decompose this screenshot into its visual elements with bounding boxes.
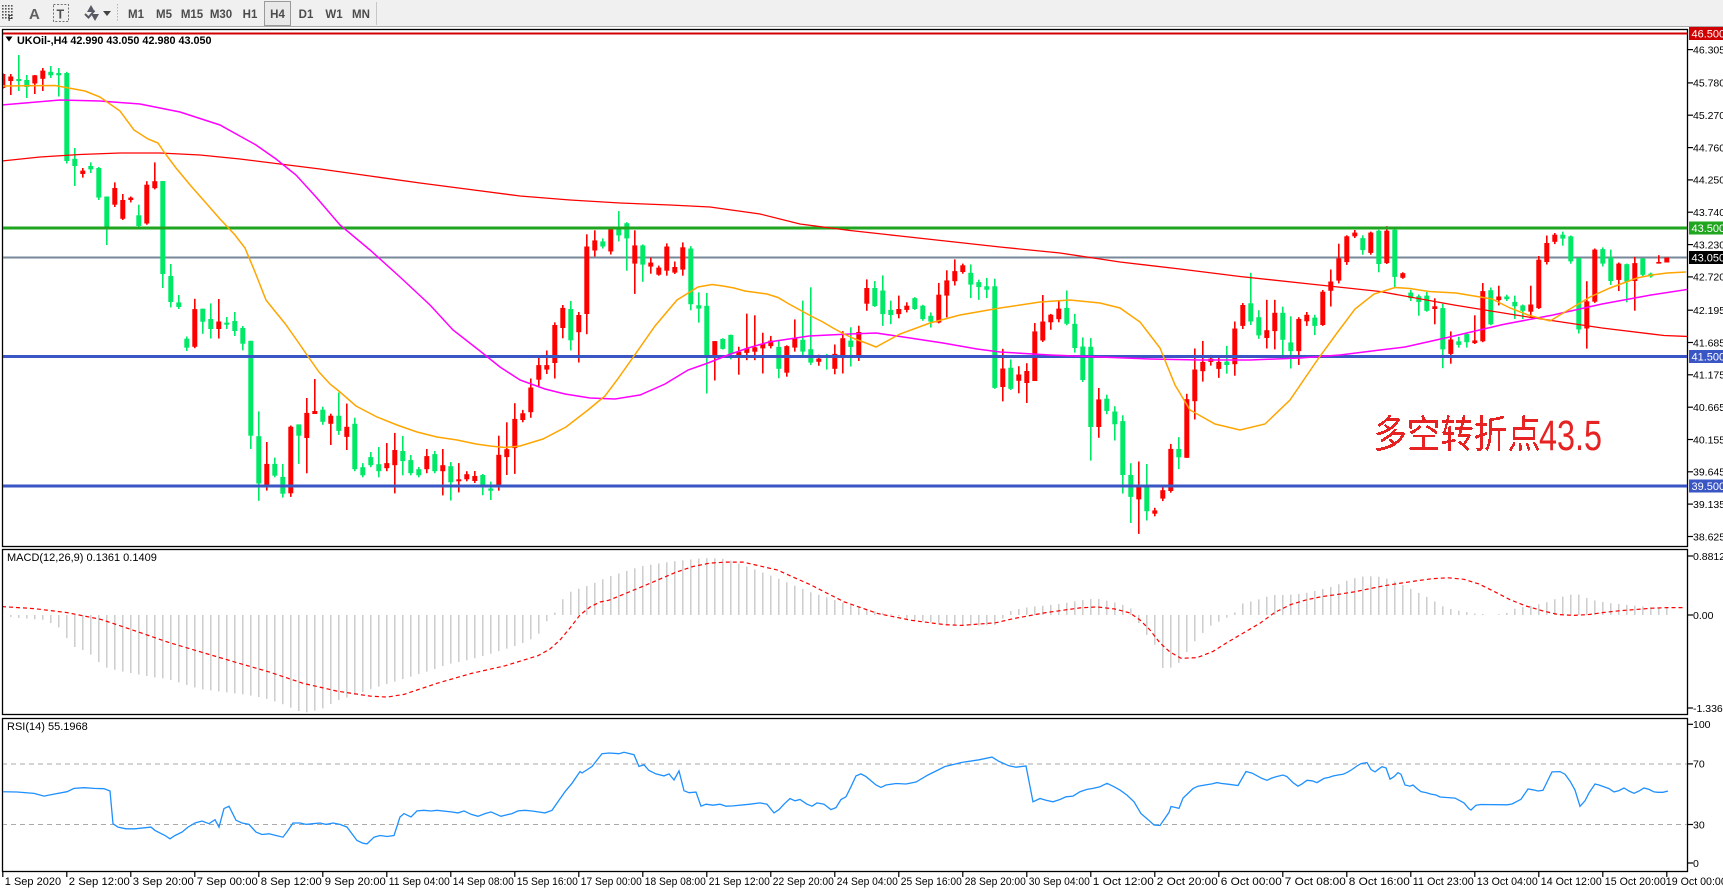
svg-text:25 Sep 16:00: 25 Sep 16:00	[901, 876, 962, 888]
svg-text:17 Sep 00:00: 17 Sep 00:00	[581, 876, 642, 888]
svg-text:H1: H1	[243, 9, 258, 21]
svg-text:M1: M1	[128, 9, 145, 21]
svg-text:70: 70	[1693, 759, 1705, 771]
svg-text:13 Oct 04:00: 13 Oct 04:00	[1477, 876, 1538, 888]
svg-text:30 Sep 04:00: 30 Sep 04:00	[1029, 876, 1090, 888]
svg-text:43.230: 43.230	[1693, 239, 1723, 251]
svg-text:42.720: 42.720	[1693, 272, 1723, 284]
svg-text:44.760: 44.760	[1693, 142, 1723, 154]
svg-text:40.155: 40.155	[1693, 434, 1723, 446]
svg-text:1 Sep 2020: 1 Sep 2020	[5, 876, 61, 888]
svg-text:2 Oct 20:00: 2 Oct 20:00	[1157, 876, 1218, 888]
svg-text:21 Sep 12:00: 21 Sep 12:00	[709, 876, 770, 888]
svg-text:0: 0	[1693, 858, 1699, 870]
svg-text:D1: D1	[299, 9, 314, 21]
svg-text:RSI(14) 55.1968: RSI(14) 55.1968	[7, 721, 88, 733]
svg-text:H4: H4	[270, 9, 285, 21]
svg-text:8 Sep 12:00: 8 Sep 12:00	[261, 876, 322, 888]
svg-text:11 Sep 04:00: 11 Sep 04:00	[389, 876, 450, 888]
svg-text:43.5: 43.5	[1539, 413, 1602, 460]
svg-text:44.250: 44.250	[1693, 175, 1723, 187]
svg-text:9 Sep 20:00: 9 Sep 20:00	[325, 876, 386, 888]
svg-text:43.050: 43.050	[1692, 253, 1723, 265]
svg-text:11 Oct 23:00: 11 Oct 23:00	[1413, 876, 1474, 888]
svg-text:M30: M30	[210, 9, 232, 21]
svg-text:40.665: 40.665	[1693, 402, 1723, 414]
svg-text:8 Oct 16:00: 8 Oct 16:00	[1349, 876, 1410, 888]
svg-text:UKOil-,H4 42.990 43.050 42.98: UKOil-,H4 42.990 43.050 42.980 43.050	[17, 35, 211, 47]
svg-text:2 Sep 12:00: 2 Sep 12:00	[69, 876, 130, 888]
svg-text:38.625: 38.625	[1693, 531, 1723, 543]
svg-text:14 Sep 08:00: 14 Sep 08:00	[453, 876, 514, 888]
svg-text:42.195: 42.195	[1693, 305, 1723, 317]
svg-text:45.270: 45.270	[1693, 110, 1723, 122]
svg-text:22 Sep 20:00: 22 Sep 20:00	[773, 876, 834, 888]
svg-text:F: F	[8, 14, 13, 23]
svg-text:A: A	[29, 6, 40, 23]
svg-text:T: T	[57, 8, 65, 22]
svg-text:24 Sep 04:00: 24 Sep 04:00	[837, 876, 898, 888]
svg-text:-1.3368: -1.3368	[1693, 703, 1723, 715]
svg-text:14 Oct 12:00: 14 Oct 12:00	[1541, 876, 1602, 888]
svg-text:1 Oct 12:00: 1 Oct 12:00	[1093, 876, 1154, 888]
svg-text:39.135: 39.135	[1693, 499, 1723, 511]
svg-text:MN: MN	[352, 9, 370, 21]
svg-text:43.500: 43.500	[1692, 223, 1723, 235]
svg-text:39.500: 39.500	[1692, 481, 1723, 493]
svg-text:3 Sep 20:00: 3 Sep 20:00	[133, 876, 194, 888]
svg-text:41.685: 41.685	[1693, 337, 1723, 349]
svg-text:M5: M5	[156, 9, 173, 21]
svg-text:M15: M15	[181, 9, 204, 21]
svg-text:28 Sep 20:00: 28 Sep 20:00	[965, 876, 1026, 888]
svg-text:41.500: 41.500	[1692, 352, 1723, 364]
svg-text:43.740: 43.740	[1693, 207, 1723, 219]
svg-text:100: 100	[1693, 719, 1711, 731]
svg-text:15 Sep 16:00: 15 Sep 16:00	[517, 876, 578, 888]
svg-text:15 Oct 20:00: 15 Oct 20:00	[1605, 876, 1666, 888]
svg-text:MACD(12,26,9) 0.1361 0.1409: MACD(12,26,9) 0.1361 0.1409	[7, 552, 157, 564]
svg-text:0.8812: 0.8812	[1693, 551, 1723, 563]
svg-text:7 Sep 00:00: 7 Sep 00:00	[197, 876, 258, 888]
svg-text:0.00: 0.00	[1693, 610, 1714, 622]
svg-text:19 Oct 00:00: 19 Oct 00:00	[1666, 876, 1723, 888]
svg-text:41.175: 41.175	[1693, 370, 1723, 382]
svg-text:7 Oct 08:00: 7 Oct 08:00	[1285, 876, 1346, 888]
svg-text:46.305: 46.305	[1693, 44, 1723, 56]
svg-text:6 Oct 00:00: 6 Oct 00:00	[1221, 876, 1282, 888]
svg-text:30: 30	[1693, 819, 1705, 831]
svg-text:46.500: 46.500	[1692, 29, 1723, 41]
svg-text:W1: W1	[325, 9, 343, 21]
svg-text:39.645: 39.645	[1693, 467, 1723, 479]
svg-text:18 Sep 08:00: 18 Sep 08:00	[645, 876, 706, 888]
svg-text:45.780: 45.780	[1693, 78, 1723, 90]
